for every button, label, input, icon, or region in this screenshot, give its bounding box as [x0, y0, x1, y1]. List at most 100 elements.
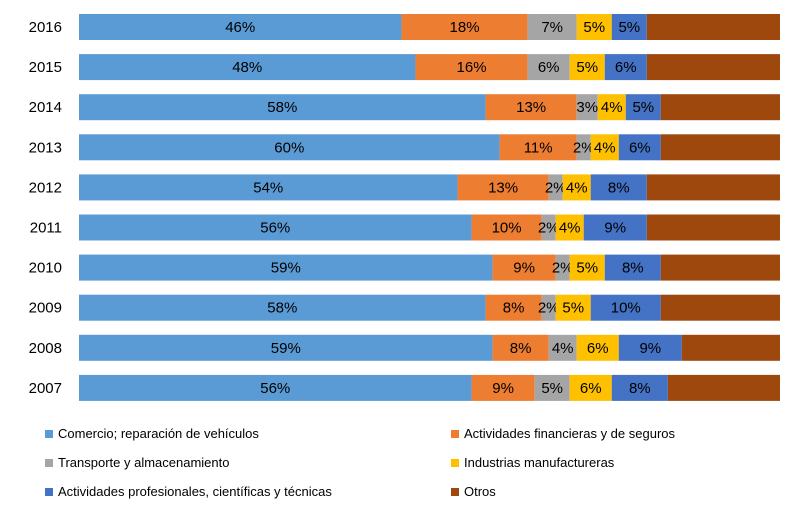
data-label: 56% [260, 220, 290, 237]
bar-segment [485, 94, 577, 121]
data-label: 11% [524, 139, 553, 156]
legend-label: Otros [464, 484, 496, 499]
bar-segment [79, 254, 493, 281]
y-tick-label: 2011 [30, 220, 62, 237]
bar-segment [541, 294, 556, 321]
data-label: 5% [618, 19, 640, 36]
data-label: 2% [573, 139, 595, 156]
data-label: 9% [513, 260, 535, 277]
legend-swatch [451, 429, 459, 438]
bar-segment [457, 174, 549, 201]
bar-segment [611, 14, 647, 40]
bar-segment [548, 174, 563, 201]
data-label: 4% [594, 139, 616, 156]
y-tick-label: 2008 [29, 340, 62, 357]
data-label: 18% [450, 19, 480, 36]
data-label: 6% [615, 59, 637, 76]
bar-segment [611, 374, 668, 401]
y-tick-label: 2014 [29, 99, 62, 116]
data-label: 60% [274, 139, 304, 156]
bar-segment [79, 174, 458, 201]
bar-segment [604, 54, 647, 81]
data-label: 5% [541, 380, 563, 397]
bar-segment [499, 134, 577, 161]
stacked-bar-chart: 2016 46% 18% 7% 5% 5% 2015 48% 16% 6% 5% 6% 2014 58% 1… [29, 14, 780, 401]
data-label: 7% [541, 19, 563, 36]
data-label: 58% [267, 99, 297, 116]
legend-item: Actividades profesionales, científicas y… [45, 484, 332, 499]
legend-item: Transporte y almacenamiento [45, 455, 230, 470]
bar-segment [492, 254, 556, 281]
data-label: 5% [583, 19, 605, 36]
data-label: 5% [576, 59, 598, 76]
bar-segment [471, 374, 535, 401]
bar-segment [79, 374, 472, 401]
legend-label: Actividades profesionales, científicas y… [58, 484, 332, 499]
data-label: 48% [232, 59, 262, 76]
data-label: 5% [632, 99, 654, 116]
data-label: 10% [492, 220, 522, 237]
data-label: 3% [576, 99, 598, 116]
y-tick-label: 2016 [29, 19, 62, 36]
data-label: 6% [629, 139, 651, 156]
bar-segment [555, 294, 591, 321]
bar-segment [576, 14, 612, 40]
bar-segment [548, 334, 577, 361]
data-label: 46% [225, 19, 255, 36]
bar-segment [527, 14, 577, 40]
data-label: 2% [552, 260, 574, 277]
data-label: 9% [639, 340, 661, 357]
bar-segment [681, 334, 780, 361]
bar-segment [590, 174, 647, 201]
legend-item: Industrias manufactureras [451, 455, 614, 470]
bar-segment [576, 334, 619, 361]
bar-segment [527, 54, 570, 81]
legend-swatch [45, 458, 53, 467]
bar-segment [541, 214, 556, 241]
data-label: 59% [271, 260, 301, 277]
legend-swatch [451, 458, 459, 467]
bar-segment [534, 374, 570, 401]
bar-segment [492, 334, 549, 361]
legend-label: Industrias manufactureras [464, 455, 615, 470]
data-label: 56% [260, 380, 290, 397]
bar-segment [401, 14, 528, 40]
data-label: 9% [604, 220, 626, 237]
bar-segment [485, 294, 542, 321]
bar-segment [604, 254, 661, 281]
bar-segment [618, 134, 661, 161]
legend: Comercio; reparación de vehículos Activid… [0, 420, 791, 505]
bar-segment [660, 294, 780, 321]
data-label: 16% [457, 59, 487, 76]
data-label: 4% [552, 340, 574, 357]
data-label: 8% [510, 340, 532, 357]
bar-segment [415, 54, 528, 81]
bar-segment [576, 94, 598, 121]
bar-segment [79, 294, 486, 321]
legend-item: Actividades financieras y de seguros [451, 426, 675, 441]
bar-segment [569, 374, 612, 401]
bar-segment [660, 94, 780, 121]
data-label: 2% [538, 300, 560, 317]
data-label: 8% [629, 380, 651, 397]
bar-segment [590, 294, 661, 321]
data-label: 8% [608, 179, 630, 196]
bar-segment [597, 94, 626, 121]
y-tick-label: 2009 [29, 300, 62, 317]
y-tick-label: 2012 [29, 179, 62, 196]
bar-segment [555, 254, 570, 281]
data-label: 2% [545, 179, 567, 196]
bar-segment [79, 334, 493, 361]
data-label: 6% [538, 59, 560, 76]
bar-segment [618, 334, 682, 361]
data-label: 8% [503, 300, 525, 317]
legend-label: Comercio; reparación de vehículos [58, 426, 259, 441]
legend-item: Otros [451, 484, 496, 499]
bar-segment [583, 214, 647, 241]
data-label: 4% [601, 99, 623, 116]
bar-segment [646, 54, 780, 81]
data-label: 6% [587, 340, 609, 357]
data-label: 13% [488, 179, 518, 196]
bar-segment [79, 134, 500, 161]
bar-segment [562, 174, 591, 201]
